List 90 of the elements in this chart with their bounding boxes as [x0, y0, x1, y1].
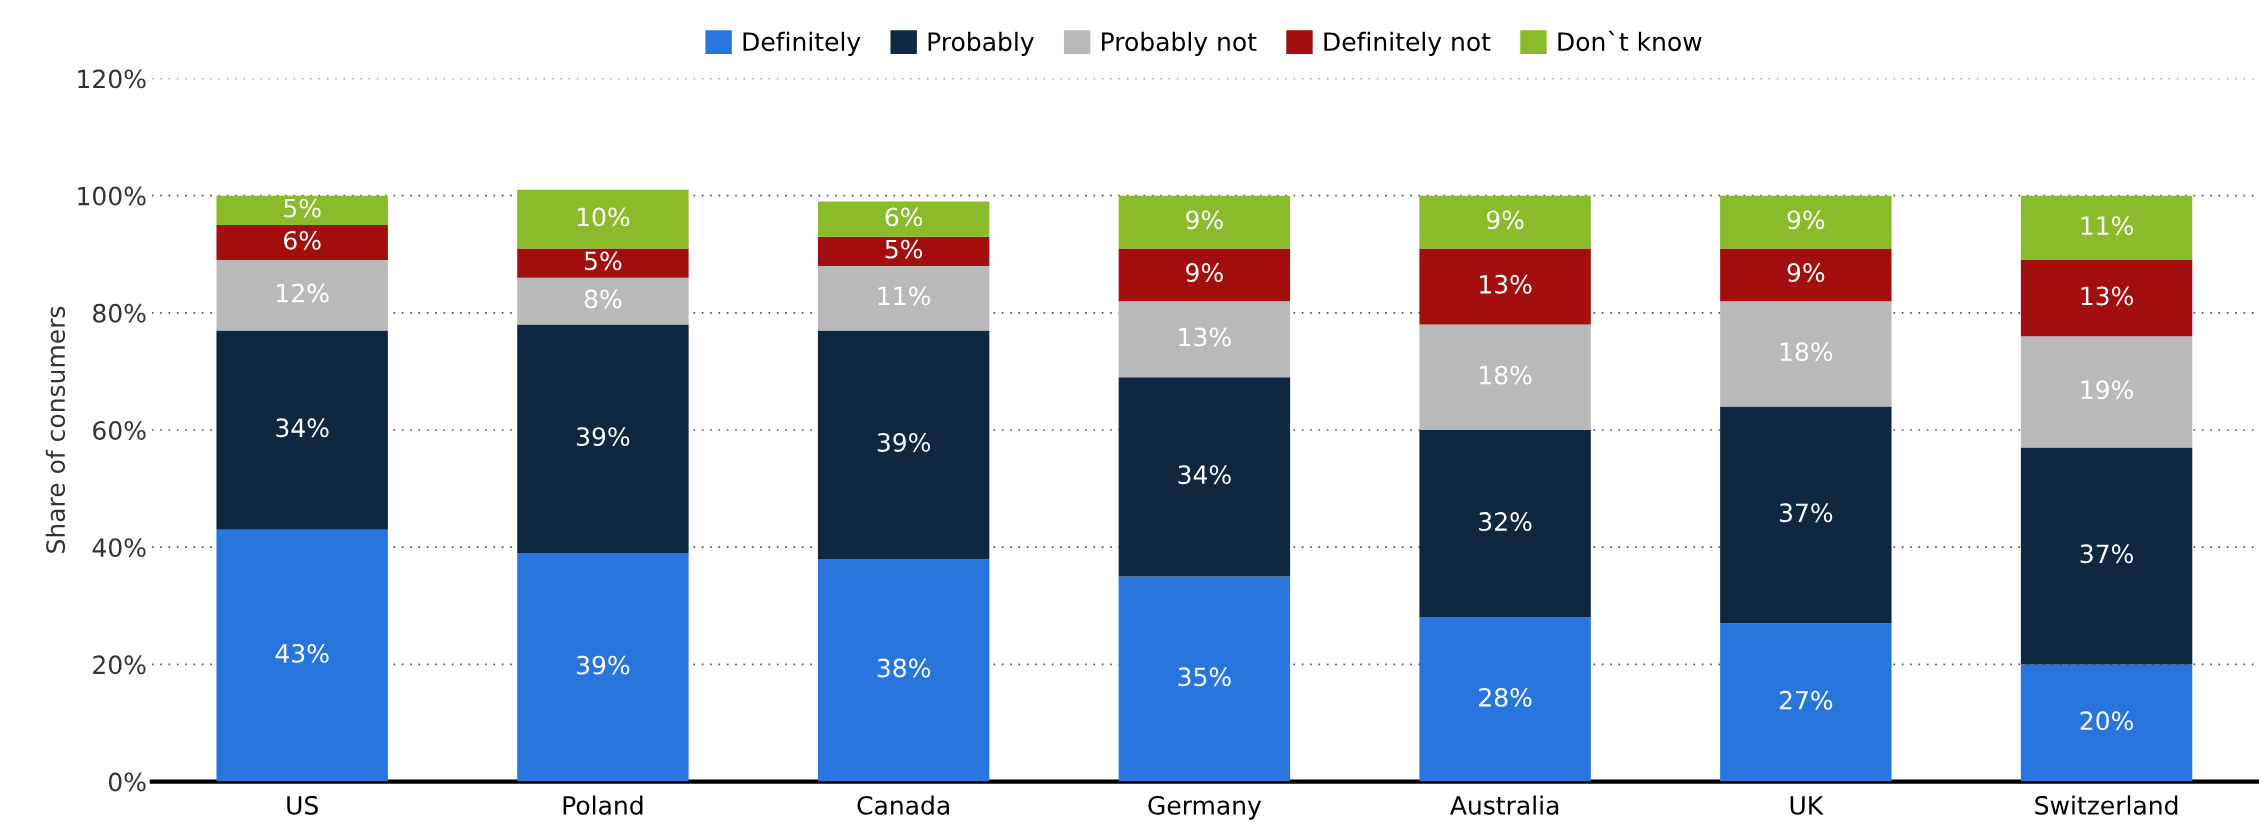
- data-label: 5%: [284, 198, 321, 218]
- y-tick-label: 100%: [78, 186, 146, 206]
- data-label: 11%: [2081, 216, 2133, 236]
- x-tick-label: UK: [1790, 796, 1824, 815]
- y-axis-title: Share of consumers: [45, 306, 66, 553]
- data-label: 9%: [1486, 210, 1524, 230]
- bar: [817, 201, 990, 237]
- data-label: 6%: [885, 207, 923, 227]
- x-tick-label: Canada: [857, 795, 949, 815]
- bar: [1118, 377, 1291, 577]
- data-label: 39%: [577, 427, 630, 447]
- bar: [517, 277, 689, 325]
- y-tick-label: 80%: [93, 303, 146, 323]
- legend-label: Definitely not: [1324, 31, 1491, 56]
- bar: [1720, 195, 1892, 249]
- data-label: 37%: [2080, 544, 2133, 564]
- data-label: 9%: [1186, 210, 1223, 230]
- x-tick-label: Switzerland: [2035, 795, 2178, 815]
- data-label: 20%: [2080, 711, 2133, 731]
- data-label: 12%: [277, 283, 329, 303]
- y-tick-label: 120%: [78, 69, 146, 89]
- bar: [1720, 406, 1892, 624]
- data-label: 34%: [276, 418, 329, 438]
- x-tick-label: US: [287, 795, 318, 815]
- bar: [2020, 336, 2193, 448]
- x-tick-label: Australia: [1450, 795, 1559, 815]
- data-label: 13%: [1480, 274, 1532, 294]
- y-tick-label: 40%: [92, 538, 146, 558]
- data-label: 8%: [584, 289, 622, 309]
- bar: [216, 330, 388, 530]
- bar: [2020, 260, 2193, 337]
- bar: [216, 260, 388, 331]
- bar: [517, 189, 689, 249]
- data-label: 6%: [284, 230, 321, 250]
- bar: [517, 248, 689, 278]
- bar: [1419, 195, 1591, 249]
- data-label: 9%: [1787, 263, 1825, 283]
- bar: [1720, 623, 1892, 782]
- data-label: 19%: [2081, 380, 2133, 400]
- bar: [1118, 195, 1291, 249]
- data-label: 11%: [878, 286, 931, 306]
- bar: [1419, 248, 1591, 325]
- y-tick-label: 0%: [108, 772, 146, 792]
- data-label: 35%: [1178, 667, 1231, 687]
- bar: [817, 558, 990, 782]
- data-label: 38%: [877, 658, 931, 678]
- data-label: 13%: [1179, 327, 1231, 347]
- data-label: 39%: [577, 655, 630, 675]
- data-label: 27%: [1779, 690, 1833, 710]
- bar: [2020, 195, 2193, 261]
- data-label: 43%: [275, 643, 329, 663]
- y-tick-label: 60%: [93, 420, 146, 440]
- bar: [817, 330, 990, 559]
- data-label: 5%: [585, 251, 622, 271]
- bar: [2020, 664, 2193, 782]
- legend-label: Don`t know: [1558, 30, 1702, 52]
- bar: [817, 236, 990, 266]
- bar: [1419, 617, 1591, 782]
- x-tick-label: Germany: [1148, 795, 1262, 820]
- bar: [1419, 324, 1591, 431]
- data-label: 37%: [1779, 503, 1833, 523]
- data-label: 13%: [2081, 286, 2133, 306]
- legend-label: Probably: [928, 31, 1034, 56]
- x-tick-label: Poland: [563, 795, 643, 815]
- data-label: 34%: [1178, 465, 1231, 485]
- legend-label: Probably not: [1102, 31, 1257, 56]
- data-label: 18%: [1780, 342, 1833, 362]
- data-label: 28%: [1479, 687, 1532, 707]
- data-label: 9%: [1186, 263, 1223, 283]
- y-tick-label: 20%: [93, 655, 146, 675]
- legend-label: Definitely: [743, 31, 861, 56]
- bar: [817, 265, 990, 331]
- data-label: 32%: [1479, 512, 1532, 532]
- bar: [216, 224, 388, 261]
- data-label: 9%: [1787, 210, 1825, 230]
- bar: [517, 324, 689, 554]
- bar: [216, 529, 388, 782]
- bar: [517, 553, 689, 782]
- data-label: 18%: [1480, 365, 1532, 385]
- bar: [216, 195, 388, 225]
- data-label: 5%: [885, 239, 923, 259]
- bar: [1419, 430, 1591, 618]
- bar: [1720, 301, 1892, 407]
- data-label: 39%: [877, 433, 931, 452]
- data-label: 10%: [577, 207, 630, 227]
- bar: [2020, 447, 2193, 665]
- bar: [1118, 248, 1291, 302]
- bar: [1118, 576, 1291, 782]
- bar: [1118, 301, 1291, 378]
- bar: [1720, 248, 1892, 302]
